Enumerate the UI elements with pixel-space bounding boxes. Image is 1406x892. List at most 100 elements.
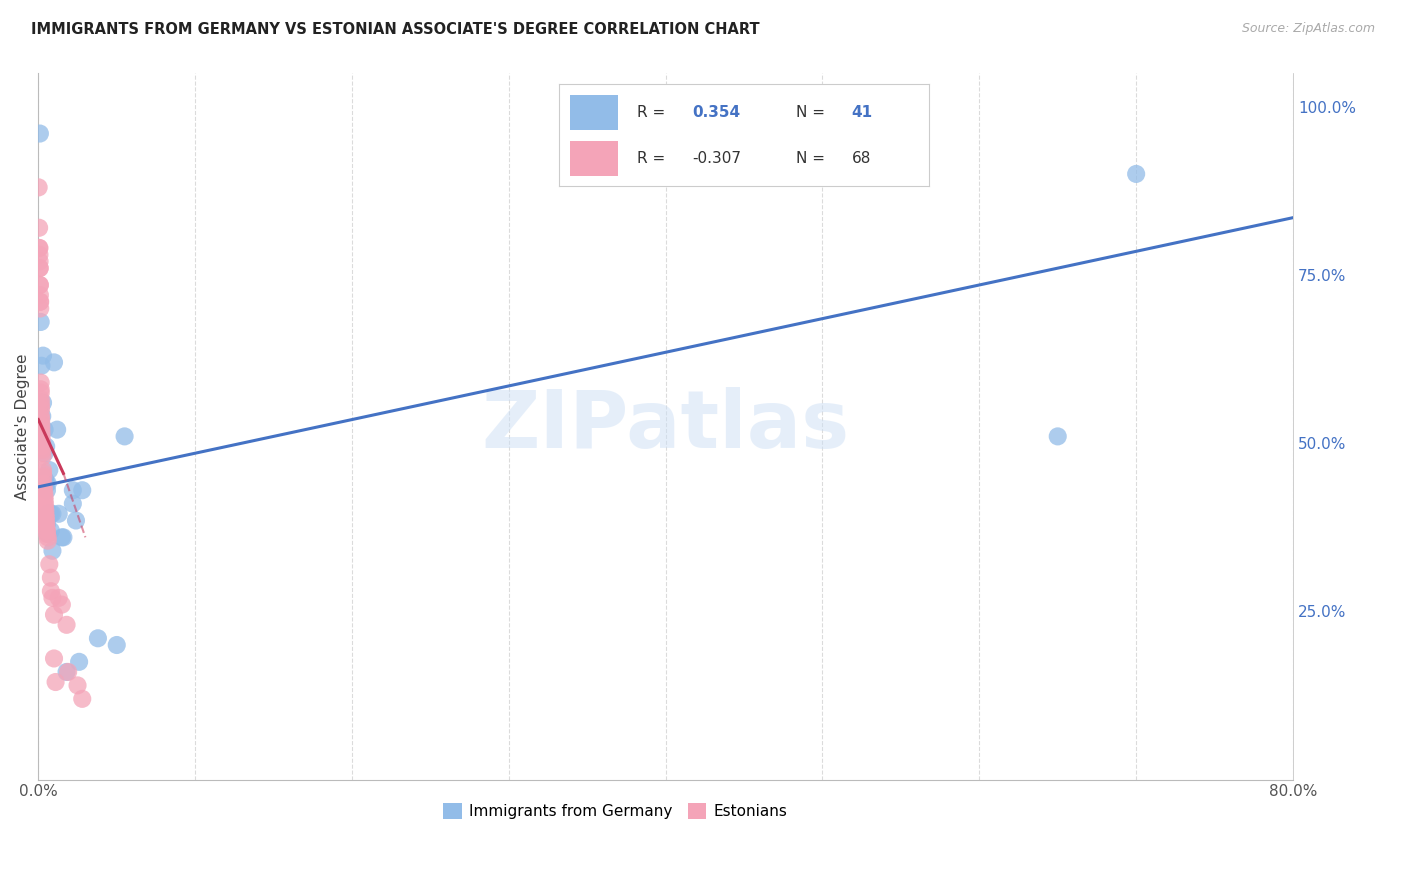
- Point: [87, 632, 110, 646]
- Point: [114, 429, 136, 443]
- Point: [35, 476, 58, 491]
- Point: [35, 524, 58, 538]
- Point: [38, 558, 60, 572]
- Text: Source: ZipAtlas.com: Source: ZipAtlas.com: [1241, 22, 1375, 36]
- Point: [37, 530, 59, 544]
- Point: [31, 409, 53, 424]
- Point: [34, 497, 56, 511]
- Point: [28, 261, 51, 276]
- Point: [42, 607, 65, 622]
- Point: [39, 524, 62, 538]
- Point: [39, 571, 62, 585]
- Point: [46, 423, 69, 437]
- Point: [55, 617, 77, 632]
- Point: [35, 440, 58, 454]
- Point: [41, 591, 63, 605]
- Point: [56, 665, 79, 679]
- Point: [31, 436, 53, 450]
- Point: [35, 527, 58, 541]
- Point: [35, 514, 58, 528]
- Point: [35, 516, 58, 531]
- Point: [32, 463, 55, 477]
- Point: [51, 530, 73, 544]
- Point: [30, 409, 52, 424]
- Point: [42, 355, 65, 369]
- Point: [41, 543, 63, 558]
- Point: [28, 248, 51, 262]
- Legend: Immigrants from Germany, Estonians: Immigrants from Germany, Estonians: [437, 797, 794, 825]
- Point: [34, 473, 56, 487]
- Point: [37, 527, 59, 541]
- Point: [34, 486, 56, 500]
- Point: [30, 376, 52, 390]
- Point: [30, 359, 52, 373]
- Point: [30, 399, 52, 413]
- Point: [37, 533, 59, 548]
- Point: [34, 500, 56, 514]
- Point: [30, 301, 52, 316]
- Point: [30, 396, 52, 410]
- Point: [31, 440, 53, 454]
- Text: ZIPatlas: ZIPatlas: [481, 387, 849, 466]
- Point: [28, 294, 51, 309]
- Point: [32, 483, 55, 498]
- Point: [32, 476, 55, 491]
- Point: [31, 450, 53, 464]
- Point: [32, 442, 55, 457]
- Point: [28, 127, 51, 141]
- Point: [30, 412, 52, 426]
- Point: [52, 530, 75, 544]
- Point: [45, 675, 67, 690]
- Point: [34, 423, 56, 437]
- Point: [32, 469, 55, 483]
- Point: [39, 584, 62, 599]
- Point: [39, 507, 62, 521]
- Point: [28, 241, 51, 255]
- Point: [35, 510, 58, 524]
- Point: [38, 507, 60, 521]
- Point: [62, 497, 84, 511]
- Point: [70, 691, 93, 706]
- Point: [32, 480, 55, 494]
- Text: IMMIGRANTS FROM GERMANY VS ESTONIAN ASSOCIATE'S DEGREE CORRELATION CHART: IMMIGRANTS FROM GERMANY VS ESTONIAN ASSO…: [31, 22, 759, 37]
- Point: [37, 476, 59, 491]
- Point: [32, 396, 55, 410]
- Point: [34, 493, 56, 508]
- Point: [34, 446, 56, 460]
- Point: [32, 467, 55, 481]
- Point: [41, 507, 63, 521]
- Point: [32, 349, 55, 363]
- Point: [30, 382, 52, 396]
- Point: [30, 402, 52, 417]
- Point: [30, 419, 52, 434]
- Point: [34, 503, 56, 517]
- Point: [67, 655, 90, 669]
- Point: [30, 425, 52, 440]
- Point: [37, 507, 59, 521]
- Point: [30, 429, 52, 443]
- Point: [30, 423, 52, 437]
- Point: [28, 261, 51, 276]
- Point: [28, 277, 51, 292]
- Point: [28, 241, 51, 255]
- Point: [35, 516, 58, 531]
- Point: [31, 433, 53, 447]
- Point: [48, 507, 70, 521]
- Point: [42, 651, 65, 665]
- Point: [30, 392, 52, 407]
- Point: [28, 277, 51, 292]
- Point: [70, 483, 93, 498]
- Point: [38, 463, 60, 477]
- Point: [105, 638, 128, 652]
- Point: [30, 294, 52, 309]
- Point: [34, 473, 56, 487]
- Point: [28, 288, 51, 302]
- Point: [31, 446, 53, 460]
- Point: [48, 591, 70, 605]
- Point: [31, 436, 53, 450]
- Point: [28, 220, 51, 235]
- Point: [28, 254, 51, 268]
- Y-axis label: Associate's Degree: Associate's Degree: [15, 353, 30, 500]
- Point: [34, 507, 56, 521]
- Point: [30, 416, 52, 430]
